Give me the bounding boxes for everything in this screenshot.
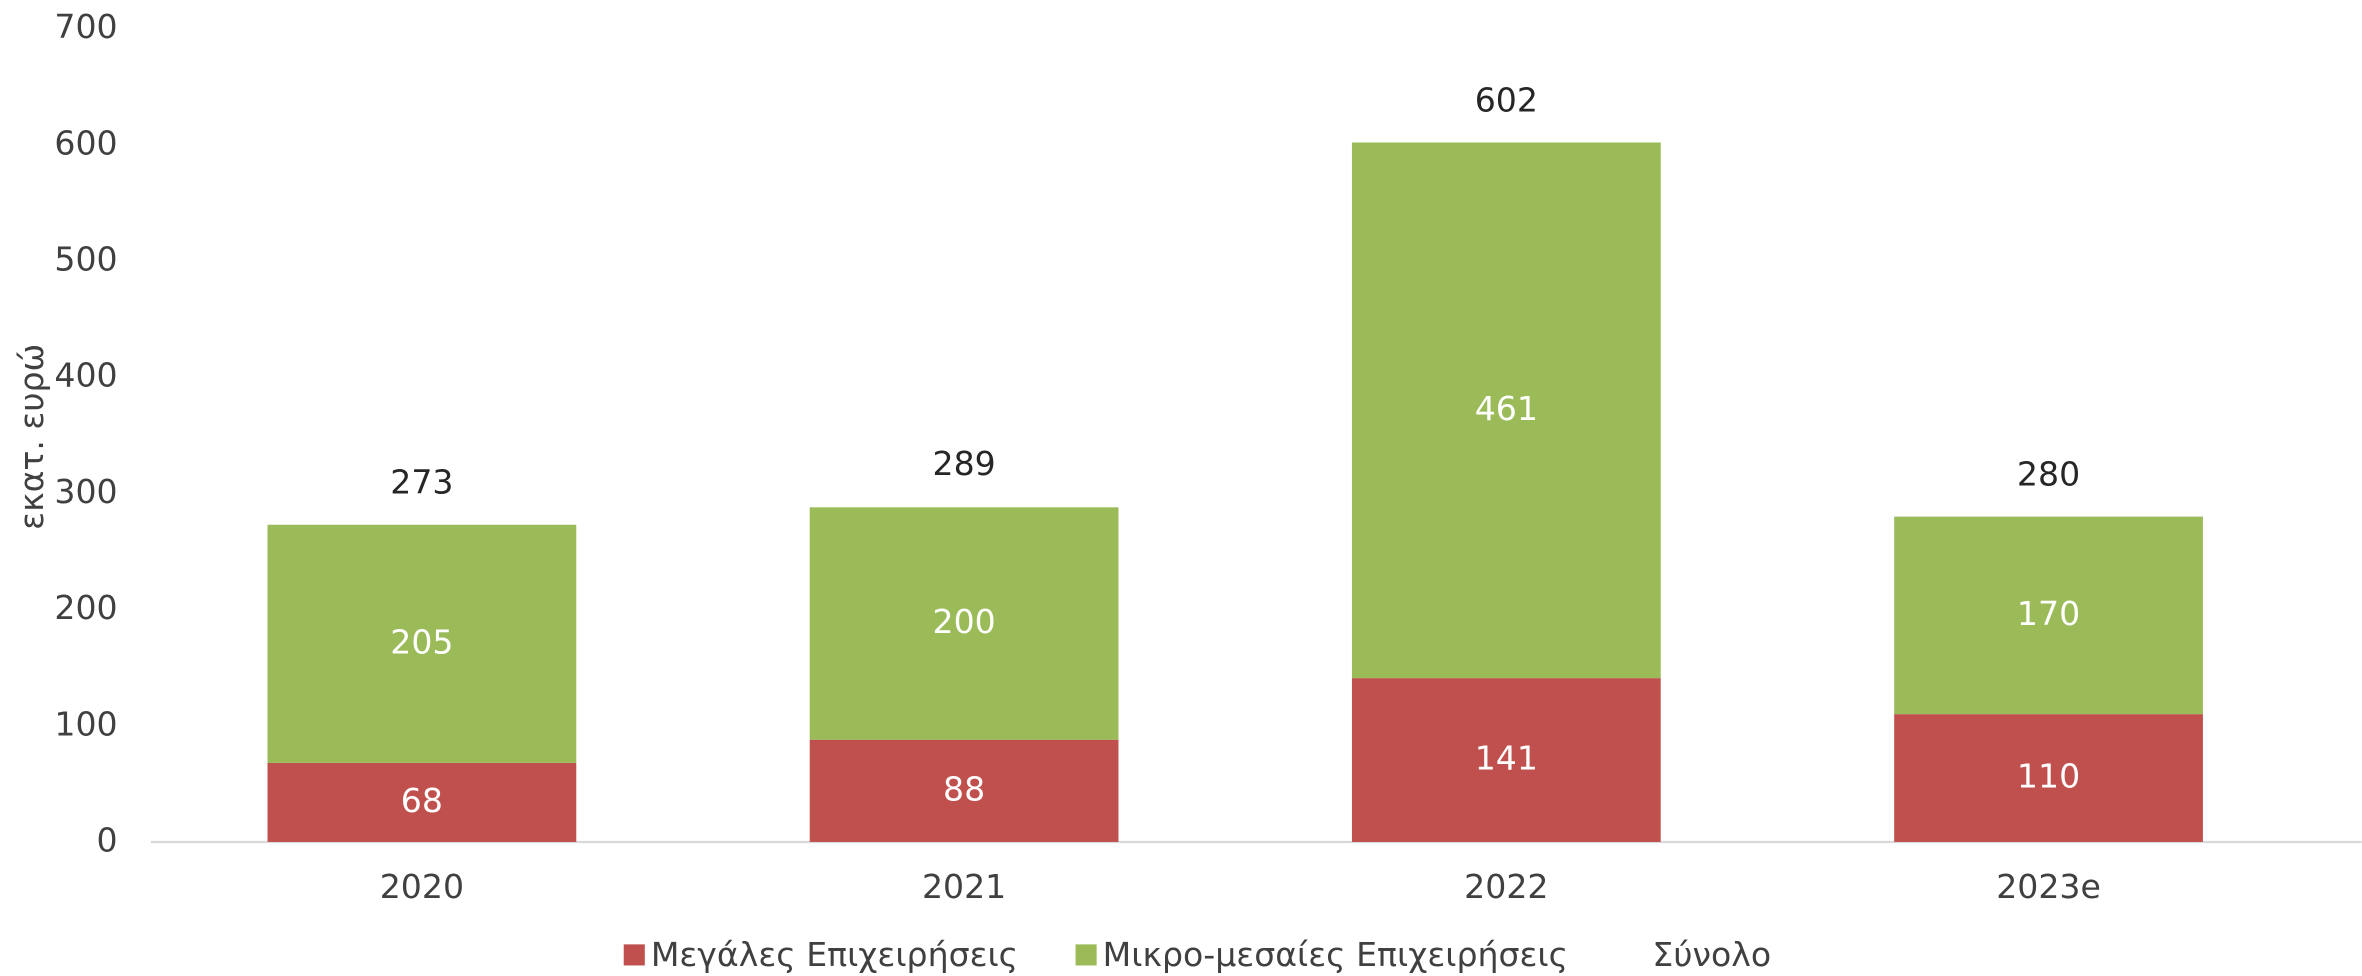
data-label: 200 [932,602,995,641]
data-label: 110 [2017,757,2080,796]
legend-swatch [1075,944,1097,966]
y-tick-label: 600 [54,123,117,162]
bar-segment [809,507,1119,740]
bar-segment [267,762,577,842]
y-tick-label: 700 [54,7,117,46]
y-tick-label: 500 [54,239,117,278]
data-label: 88 [943,769,985,808]
data-label: 141 [1475,739,1538,778]
y-tick-label: 400 [54,356,117,395]
x-tick-label: 2022 [1464,867,1548,906]
y-tick-label: 200 [54,588,117,627]
legend-label: Σύνολο [1652,935,1771,974]
bar-segment [809,739,1119,842]
bar-segment [1351,678,1661,842]
total-label: 602 [1475,80,1538,119]
x-tick-label: 2020 [380,867,464,906]
y-tick-label: 300 [54,472,117,511]
data-label: 68 [401,781,443,820]
data-label: 461 [1475,389,1538,428]
legend-label: Μικρο-μεσαίες Επιχειρήσεις [1103,935,1568,974]
legend-swatch [623,944,645,966]
total-label: 280 [2017,454,2080,493]
x-tick-label: 2023e [1996,867,2101,906]
y-tick-label: 0 [97,820,118,859]
total-label: 273 [390,463,453,502]
y-axis-label: εκατ. ευρώ [12,344,51,530]
y-tick-label: 100 [54,704,117,743]
bar-segment [1894,516,2203,715]
total-label: 289 [932,444,995,483]
legend-label: Μεγάλες Επιχειρήσεις [651,935,1018,974]
x-tick-label: 2021 [922,867,1006,906]
bar-segment [1894,714,2203,842]
bar-segment [267,524,577,763]
data-label: 170 [2017,594,2080,633]
bar-segment [1351,142,1661,679]
data-label: 205 [390,622,453,661]
